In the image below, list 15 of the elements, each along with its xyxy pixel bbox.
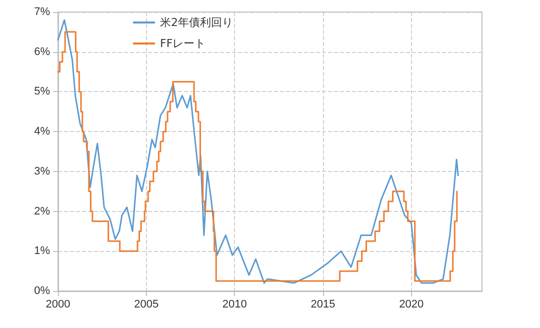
y-tick-label: 0% [34, 285, 50, 297]
x-tick-label: 2005 [134, 298, 159, 310]
y-tick-label: 1% [34, 245, 50, 258]
y-tick-label: 5% [34, 86, 50, 98]
y-tick-label: 6% [34, 46, 50, 58]
x-tick-label: 2000 [46, 298, 70, 310]
legend-label: FFレート [160, 37, 206, 50]
legend-label: 米2年債利回り [160, 16, 233, 29]
x-tick-label: 2015 [310, 298, 336, 310]
x-tick-label: 2010 [222, 298, 247, 310]
y-tick-label: 2% [34, 205, 50, 218]
x-tick-label: 2020 [399, 298, 424, 310]
y-tick-label: 4% [34, 126, 50, 138]
y-tick-label: 3% [34, 165, 50, 178]
y-tick-label: 7% [34, 6, 50, 18]
